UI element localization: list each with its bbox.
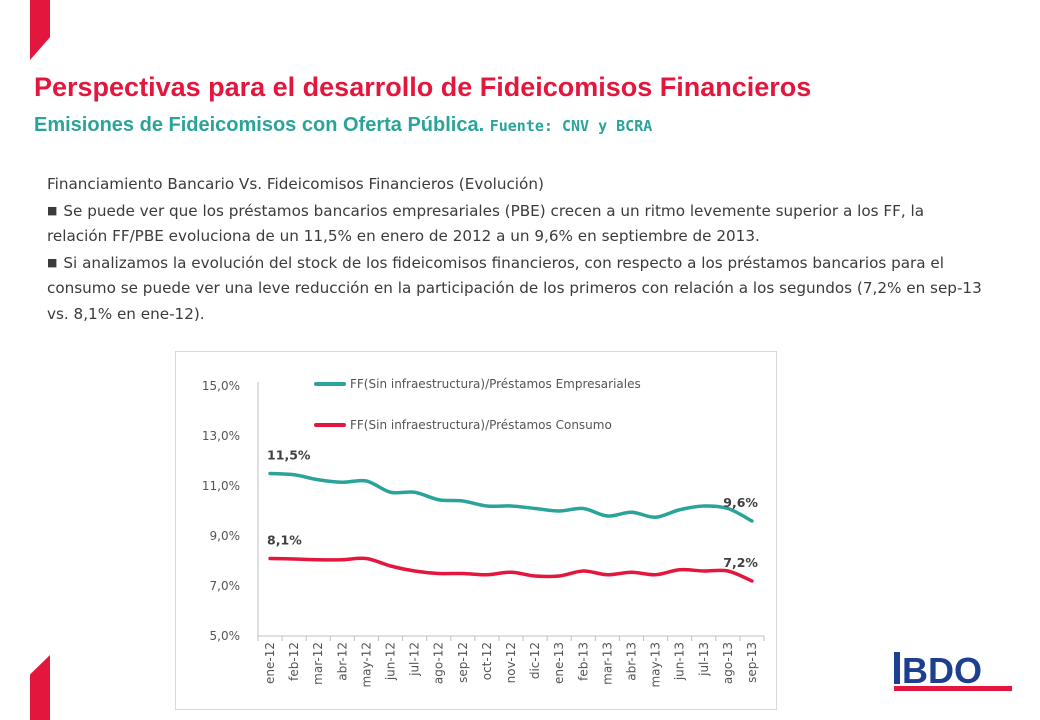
subtitle-main: Emisiones de Fideicomisos con Oferta Púb… <box>34 114 485 136</box>
x-tick-label: sep-12 <box>456 642 470 683</box>
svg-text:BDO: BDO <box>902 650 982 691</box>
x-tick-label: abr-12 <box>335 642 349 681</box>
legend-label: FF(Sin infraestructura)/Préstamos Empres… <box>350 377 641 391</box>
y-tick-label: 11,0% <box>202 479 240 493</box>
data-label: 11,5% <box>267 448 311 463</box>
x-tick-label: ago-13 <box>721 642 735 684</box>
x-tick-label: may-12 <box>359 642 373 688</box>
y-tick-label: 9,0% <box>210 529 241 543</box>
bullet-icon: ■ <box>47 255 58 269</box>
body-bullet-1: ■ Se puede ver que los préstamos bancario… <box>47 198 982 250</box>
x-tick-label: mar-12 <box>311 642 325 685</box>
y-tick-label: 5,0% <box>210 629 241 643</box>
x-tick-label: dic-12 <box>528 642 542 679</box>
slide-subtitle: Emisiones de Fideicomisos con Oferta Púb… <box>34 114 652 137</box>
y-tick-label: 7,0% <box>210 579 241 593</box>
body-heading: Financiamiento Bancario Vs. Fideicomisos… <box>47 175 544 193</box>
x-tick-label: sep-13 <box>745 642 759 683</box>
line-chart: 5,0% 7,0% 9,0% 11,0% 13,0% 15,0% ene-12 feb-12 m… <box>175 351 777 710</box>
data-label: 9,6% <box>723 495 758 510</box>
y-tick-label: 15,0% <box>202 379 240 393</box>
x-tick-label: abr-13 <box>624 642 638 681</box>
bullet-text-1: Se puede ver que los préstamos bancarios… <box>47 201 925 246</box>
x-tick-label: jul-12 <box>408 642 422 677</box>
x-tick-label: nov-12 <box>504 642 518 683</box>
x-tick-label: jun-12 <box>384 642 398 681</box>
x-tick-label: jun-13 <box>673 642 687 681</box>
x-tick-label: feb-12 <box>287 642 301 681</box>
x-tick-label: ago-12 <box>432 642 446 684</box>
series-line <box>268 556 754 583</box>
x-tick-label: ene-12 <box>263 642 277 684</box>
y-tick-label: 13,0% <box>202 429 240 443</box>
data-label: 8,1% <box>267 533 302 548</box>
bullet-icon: ■ <box>47 203 58 217</box>
body-text: Financiamiento Bancario Vs. Fideicomisos… <box>47 172 982 327</box>
bottom-accent-shape <box>30 655 50 720</box>
x-tick-label: jul-13 <box>697 642 711 677</box>
chart-svg: 5,0% 7,0% 9,0% 11,0% 13,0% 15,0% ene-12 feb-12 m… <box>202 377 765 688</box>
body-bullet-2: ■ Si analizamos la evolución del stock de… <box>47 250 982 328</box>
x-tick-label: may-13 <box>649 642 663 688</box>
series-line <box>268 471 754 523</box>
x-tick-label: oct-12 <box>480 642 494 680</box>
top-accent-shape <box>30 0 50 60</box>
bullet-text-2: Si analizamos la evolución del stock de … <box>47 253 982 323</box>
subtitle-source: Fuente: CNV y BCRA <box>489 117 653 135</box>
slide-title: Perspectivas para el desarrollo de Fidei… <box>34 72 812 102</box>
bdo-logo: BDO <box>892 650 1014 694</box>
x-tick-label: feb-13 <box>576 642 590 681</box>
x-tick-label: ene-13 <box>552 642 566 684</box>
data-label: 7,2% <box>723 555 758 570</box>
legend-label: FF(Sin infraestructura)/Préstamos Consum… <box>350 418 612 432</box>
x-tick-label: mar-13 <box>600 642 614 685</box>
